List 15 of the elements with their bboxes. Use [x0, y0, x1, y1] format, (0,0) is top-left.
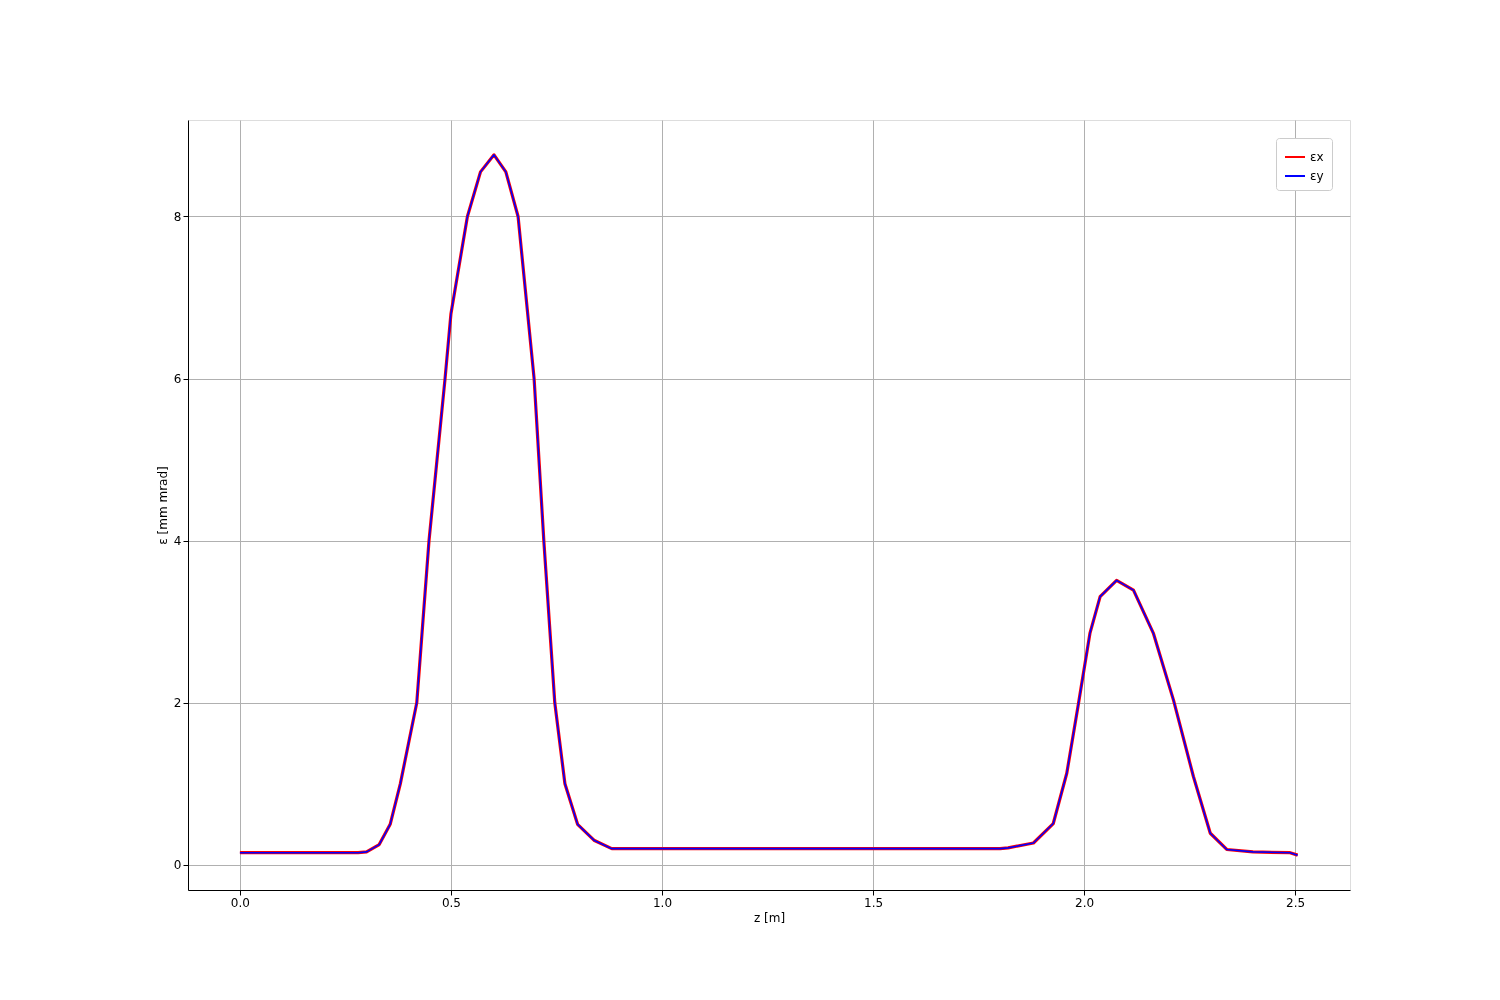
y-tick-label: 2: [173, 696, 182, 711]
legend-label: εx: [1310, 150, 1324, 164]
x-tick-label: 1.5: [864, 895, 884, 910]
x-tick-label: 1.0: [652, 895, 673, 910]
x-tick-label: 2.5: [1286, 895, 1306, 910]
y-tick-label: 4: [173, 534, 182, 549]
x-axis-title: z [m]: [753, 910, 786, 925]
y-tick-label: 6: [173, 372, 182, 387]
y-axis-title: ε [mm mrad]: [155, 466, 170, 545]
x-tick-label: 0.0: [230, 895, 250, 910]
x-tick-label: 2.0: [1075, 895, 1095, 910]
legend-label: εy: [1310, 169, 1324, 183]
y-tick-label: 0: [173, 858, 182, 873]
y-tick-label: 8: [173, 209, 182, 224]
x-tick-label: 0.5: [441, 895, 462, 910]
